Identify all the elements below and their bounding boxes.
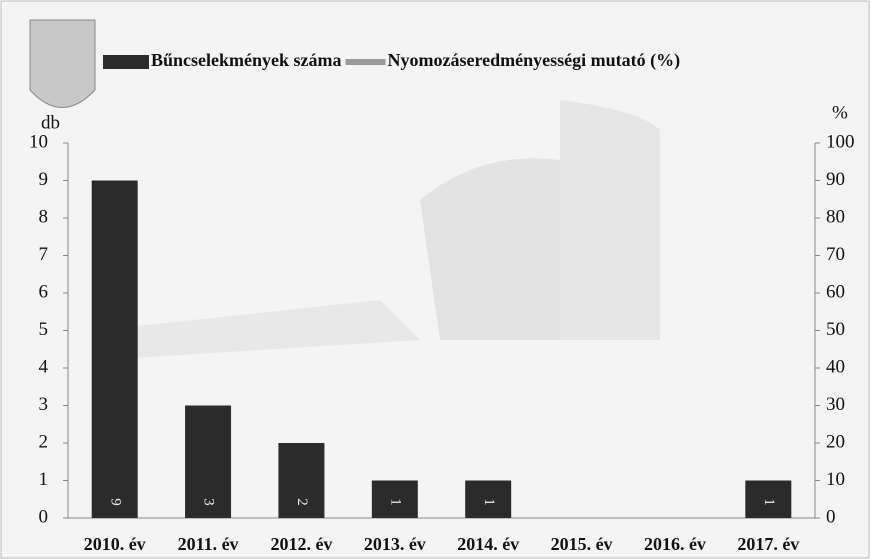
- y2-tick-label: 50: [826, 319, 845, 340]
- y2-axis-label: %: [832, 102, 848, 123]
- y-tick-label: 6: [39, 281, 49, 302]
- y2-tick-label: 30: [826, 394, 845, 415]
- logo: [30, 20, 95, 108]
- y-tick-label: 3: [39, 394, 49, 415]
- data-label: 1: [761, 498, 777, 506]
- x-tick-label: 2016. év: [644, 534, 706, 554]
- y-tick-label: 1: [39, 469, 49, 490]
- y2-tick-label: 10: [826, 469, 845, 490]
- y2-tick-label: 20: [826, 431, 845, 452]
- x-tick-label: 2017. év: [737, 534, 799, 554]
- y2-tick-label: 80: [826, 206, 845, 227]
- data-label: 2: [294, 498, 310, 506]
- data-label: 3: [201, 498, 217, 506]
- x-tick-label: 2014. év: [457, 534, 519, 554]
- x-tick-label: 2013. év: [364, 534, 426, 554]
- y-tick-label: 8: [39, 206, 49, 227]
- y-tick-label: 0: [39, 506, 49, 527]
- bar: [278, 443, 324, 518]
- chart: db % 01234567891001020304050607080901002…: [0, 0, 870, 559]
- y-tick-label: 4: [39, 356, 49, 377]
- y2-tick-label: 90: [826, 169, 845, 190]
- legend-label: Nyomozáseredményességi mutató (%): [388, 50, 681, 71]
- x-tick-label: 2011. év: [178, 534, 239, 554]
- y2-tick-label: 40: [826, 356, 845, 377]
- decoration: [420, 158, 560, 340]
- y2-tick-label: 60: [826, 281, 845, 302]
- bar: [92, 181, 138, 519]
- legend-label: Bűncselekmények száma: [151, 50, 342, 70]
- y-tick-label: 9: [39, 169, 49, 190]
- data-label: 9: [107, 498, 123, 506]
- legend-swatch: [346, 59, 386, 65]
- data-label: 1: [481, 498, 497, 506]
- legend-swatch: [103, 55, 149, 69]
- y2-tick-label: 0: [826, 506, 836, 527]
- y2-tick-label: 100: [826, 131, 855, 152]
- x-tick-label: 2015. év: [551, 534, 613, 554]
- y-axis-label: db: [41, 112, 60, 133]
- x-tick-label: 2012. év: [270, 534, 332, 554]
- y-tick-label: 2: [39, 431, 49, 452]
- y-tick-label: 5: [39, 319, 49, 340]
- y2-tick-label: 70: [826, 244, 845, 265]
- y-tick-label: 10: [29, 131, 48, 152]
- decoration: [560, 100, 660, 340]
- y-tick-label: 7: [39, 244, 49, 265]
- x-tick-label: 2010. év: [84, 534, 146, 554]
- data-label: 1: [387, 498, 403, 506]
